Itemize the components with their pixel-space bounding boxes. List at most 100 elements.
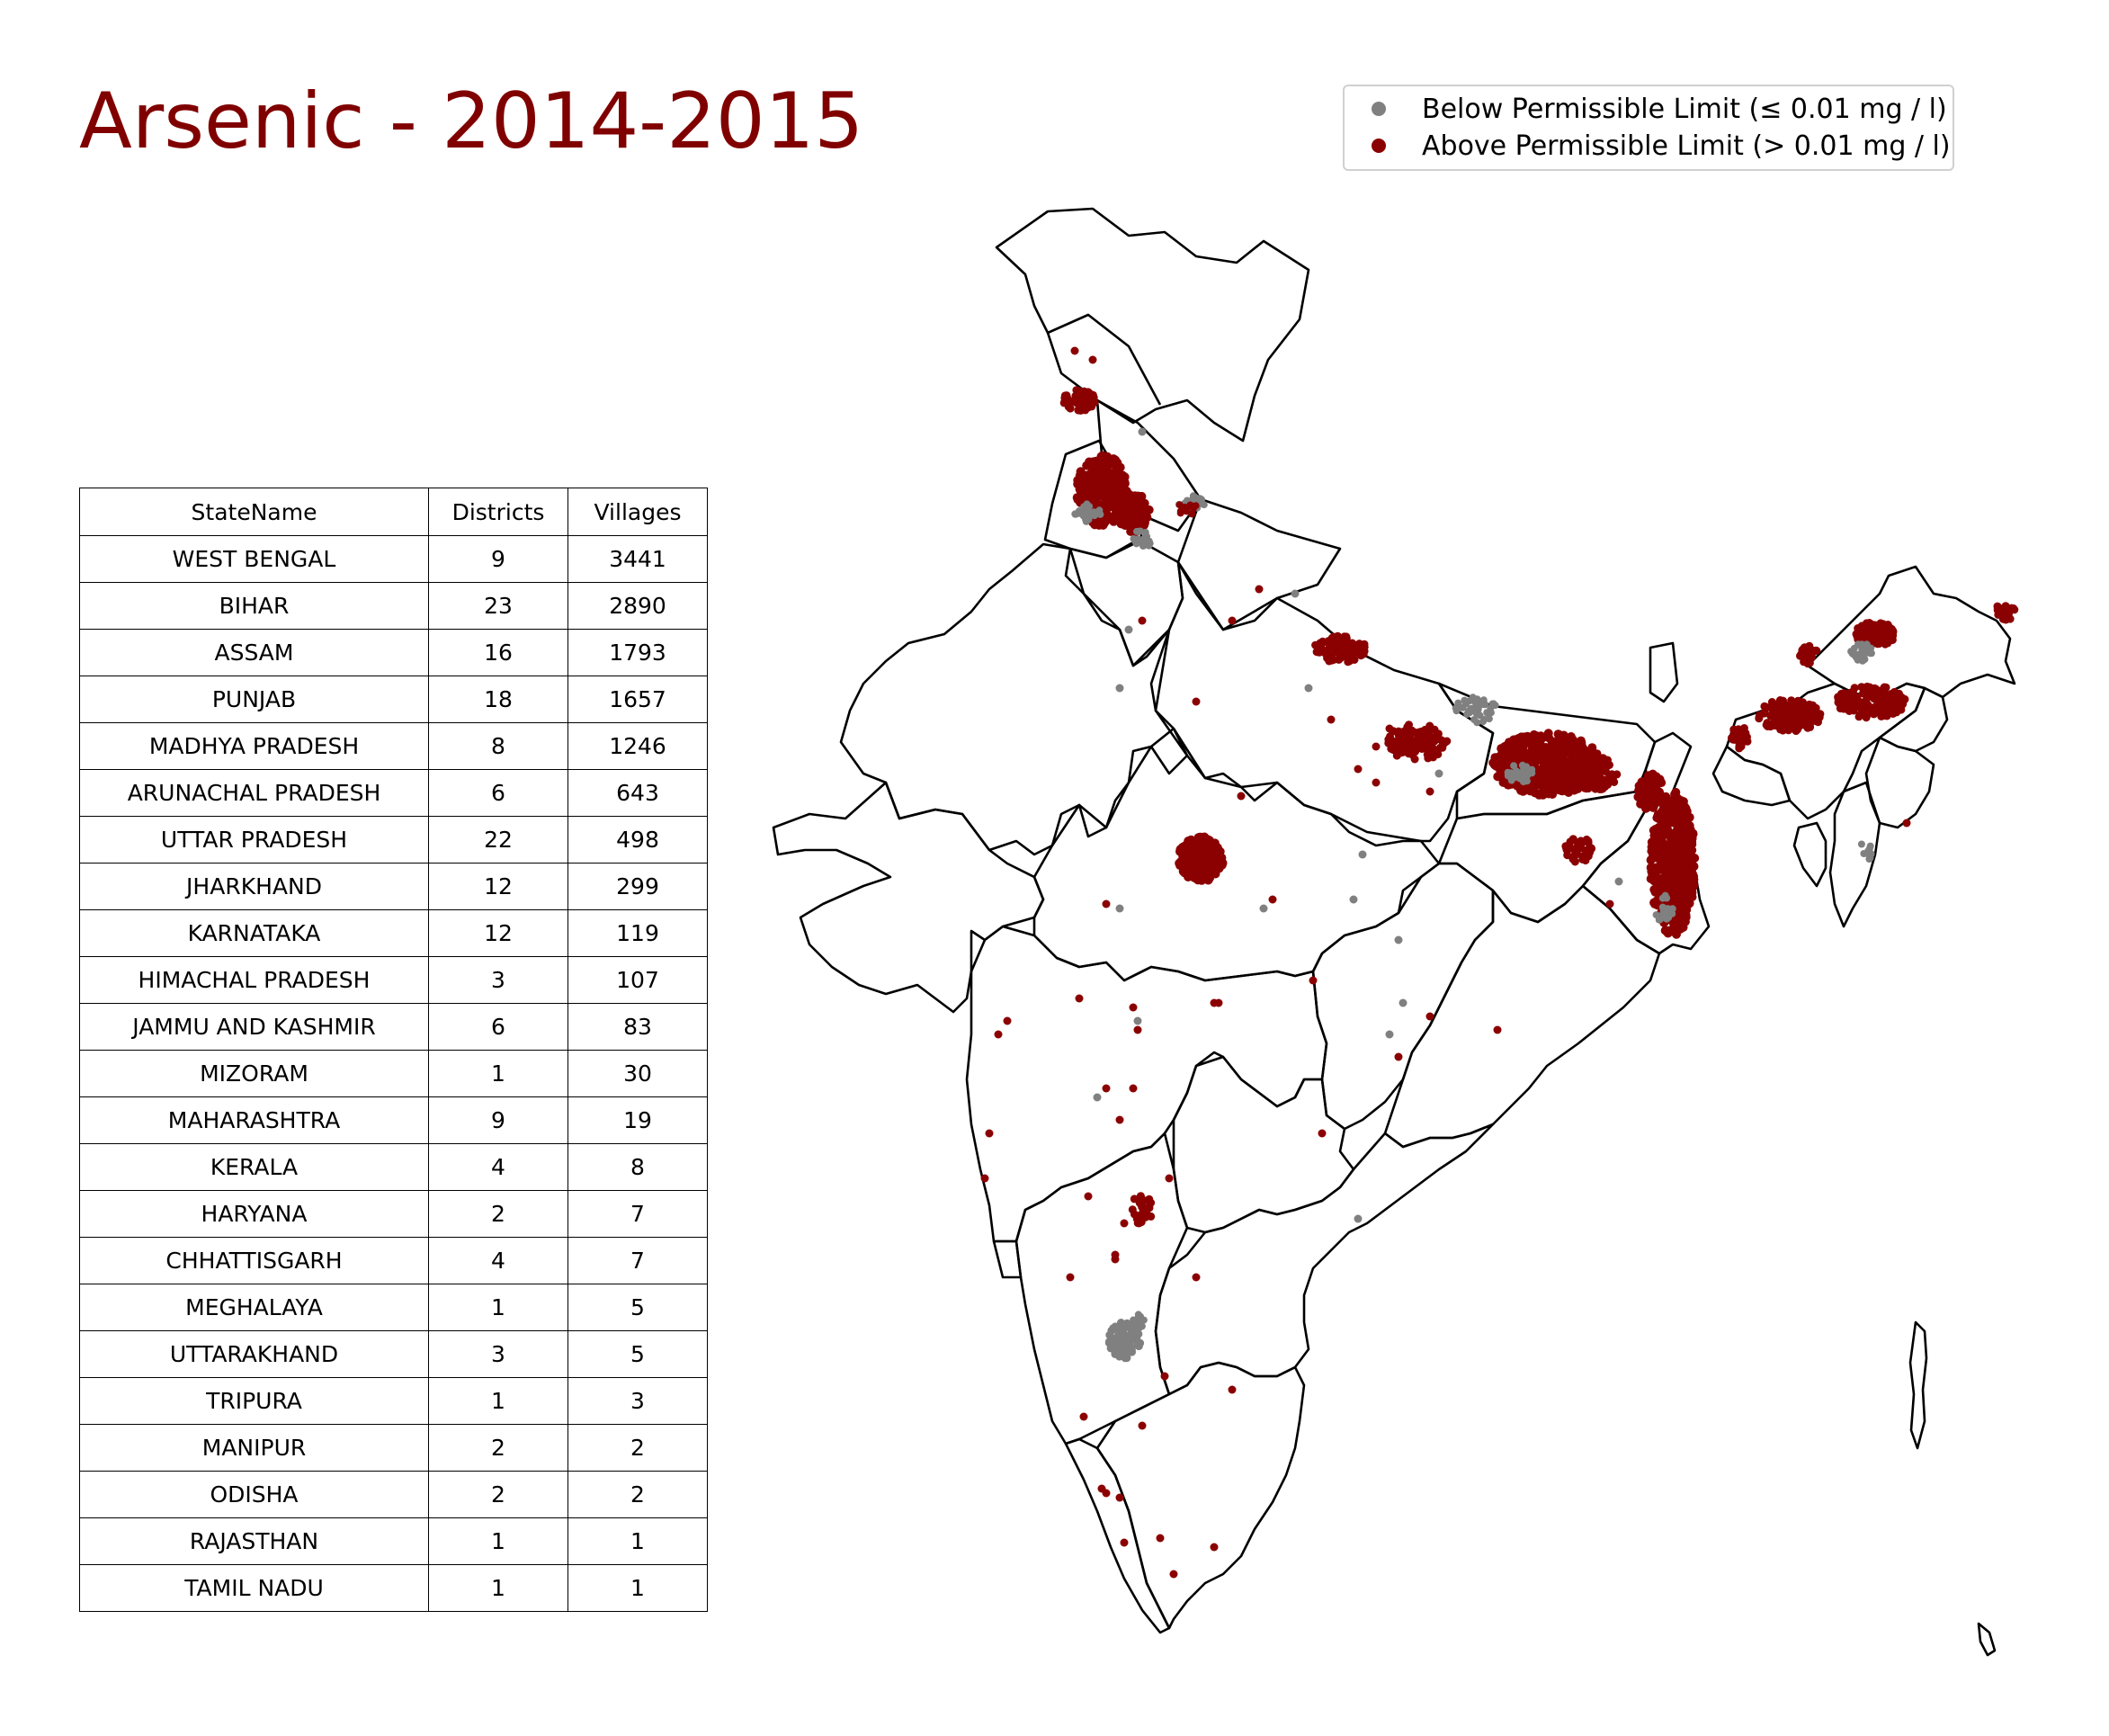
sample-marker: [1141, 528, 1149, 536]
sample-marker: [1678, 802, 1688, 812]
cell-statename: PUNJAB: [79, 676, 429, 723]
sample-marker: [1543, 774, 1553, 784]
sample-marker: [1066, 1273, 1075, 1282]
outline-up: [1149, 560, 1495, 847]
sample-marker: [1649, 852, 1658, 862]
sample-marker: [1677, 886, 1687, 896]
sample-marker: [1541, 744, 1550, 753]
sample-marker: [1509, 739, 1519, 749]
sample-marker: [1662, 868, 1672, 878]
sample-marker: [1187, 864, 1197, 874]
legend: Below Permissible Limit (≤ 0.01 mg / l) …: [1343, 85, 1954, 171]
sample-marker: [1573, 838, 1582, 847]
cell-statename: RAJASTHAN: [79, 1517, 429, 1565]
sample-marker: [1470, 716, 1479, 724]
sample-marker: [1404, 749, 1413, 758]
table-row: UTTARAKHAND 3 5: [79, 1330, 708, 1378]
sample-marker: [1735, 742, 1744, 751]
outline-kerala: [1064, 1437, 1171, 1634]
cell-statename: ARUNACHAL PRADESH: [79, 769, 429, 817]
cell-statename: MAHARASHTRA: [79, 1096, 429, 1144]
sample-marker: [1568, 770, 1577, 779]
table-row: ASSAM 16 1793: [79, 629, 708, 676]
sample-marker: [1902, 819, 1911, 828]
sample-marker: [1676, 796, 1686, 806]
cell-villages: 19: [567, 1096, 708, 1144]
sample-marker: [1329, 656, 1338, 664]
outline-rajasthan: [839, 542, 1189, 856]
sample-marker: [1473, 700, 1481, 708]
table-row: JAMMU AND KASHMIR 6 83: [79, 1003, 708, 1051]
sample-marker: [1115, 904, 1124, 913]
sample-marker: [1806, 722, 1815, 731]
sample-marker: [1135, 1198, 1144, 1207]
cell-districts: 2: [428, 1424, 568, 1472]
sample-marker: [1122, 1350, 1131, 1359]
map-outlines: [772, 207, 2016, 1657]
sample-marker: [1385, 1030, 1394, 1039]
sample-marker: [1120, 1339, 1129, 1348]
sample-marker: [1088, 355, 1097, 364]
sample-marker: [1097, 1484, 1106, 1493]
sample-marker: [1003, 1016, 1012, 1025]
cell-villages: 1793: [567, 629, 708, 676]
header-districts: Districts: [428, 488, 568, 536]
sample-marker: [1668, 850, 1678, 860]
sample-marker: [1327, 633, 1336, 642]
sample-marker: [1538, 733, 1548, 743]
cell-districts: 3: [428, 956, 568, 1004]
sample-marker: [1798, 646, 1807, 655]
outline-karnataka: [1014, 1132, 1189, 1445]
chart-title: Arsenic - 2014-2015: [79, 76, 864, 166]
sample-marker: [1327, 715, 1336, 724]
table-row: ODISHA 2 2: [79, 1471, 708, 1518]
sample-marker: [1452, 707, 1461, 715]
table-row: MEGHALAYA 1 5: [79, 1284, 708, 1331]
cell-districts: 1: [428, 1517, 568, 1565]
sample-marker: [1184, 840, 1194, 850]
sample-marker: [1779, 696, 1787, 705]
table-row: BIHAR 23 2890: [79, 582, 708, 630]
cell-villages: 2: [567, 1471, 708, 1518]
cell-districts: 9: [428, 1096, 568, 1144]
table-row: JHARKHAND 12 299: [79, 863, 708, 910]
sample-marker: [1417, 727, 1426, 736]
sample-marker: [1062, 391, 1071, 400]
outline-goa: [992, 1239, 1023, 1279]
cell-statename: ODISHA: [79, 1471, 429, 1518]
sample-marker: [1090, 509, 1098, 517]
sample-marker: [1123, 1331, 1132, 1340]
table-row: HIMACHAL PRADESH 3 107: [79, 956, 708, 1004]
sample-marker: [1111, 1348, 1120, 1357]
sample-marker: [1666, 906, 1674, 913]
outline-chhattisgarh: [1311, 862, 1495, 1131]
sample-marker: [1849, 695, 1858, 704]
sample-marker: [1679, 825, 1689, 835]
sample-marker: [1674, 834, 1684, 843]
sample-marker: [1102, 899, 1111, 908]
legend-marker-below: [1372, 102, 1386, 116]
sample-marker: [1772, 716, 1781, 725]
sample-marker: [1459, 703, 1467, 711]
sample-marker: [1228, 1385, 1237, 1394]
sample-marker: [1687, 883, 1697, 892]
sample-marker: [1649, 885, 1659, 894]
sample-marker: [1493, 1025, 1502, 1034]
table-row: TRIPURA 1 3: [79, 1377, 708, 1425]
sample-marker: [1394, 935, 1403, 944]
sample-marker: [1516, 785, 1525, 795]
sample-marker: [1556, 739, 1566, 749]
sample-marker: [1881, 640, 1890, 649]
sample-marker: [1586, 844, 1595, 853]
cell-statename: MIZORAM: [79, 1050, 429, 1097]
sample-marker: [1675, 904, 1684, 914]
cell-statename: JAMMU AND KASHMIR: [79, 1003, 429, 1051]
sample-marker: [1574, 782, 1583, 791]
cell-villages: 107: [567, 956, 708, 1004]
sample-marker: [1666, 829, 1676, 839]
sample-marker: [1595, 777, 1604, 786]
sample-marker: [1291, 589, 1300, 598]
sample-marker: [1872, 685, 1881, 694]
sample-marker: [1425, 1012, 1434, 1021]
cell-districts: 1: [428, 1564, 568, 1612]
